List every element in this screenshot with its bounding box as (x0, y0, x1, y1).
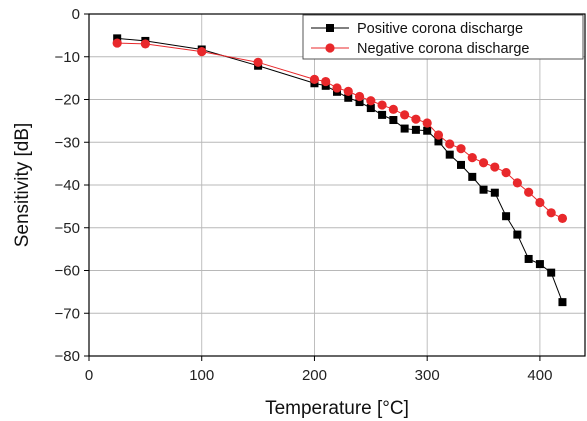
data-point-circle (524, 188, 533, 197)
data-point-square (446, 151, 454, 159)
data-point-circle (468, 153, 477, 162)
data-point-circle (423, 118, 432, 127)
data-point-circle (113, 38, 122, 47)
data-point-circle (513, 178, 522, 187)
data-point-circle (411, 115, 420, 124)
y-tick-label: −50 (55, 220, 80, 237)
ticks-layer: 0 100 200 300 400 0 −10 −20 −30 −40 −50 −60 −70 −80 (55, 6, 553, 384)
x-tick-label: 200 (302, 367, 327, 384)
x-tick-label: 300 (415, 367, 440, 384)
data-point-square (491, 189, 499, 197)
data-point-circle (490, 162, 499, 171)
data-point-circle (389, 105, 398, 114)
data-point-circle (141, 39, 150, 48)
y-tick-label: 0 (72, 6, 80, 23)
data-point-square (412, 126, 420, 134)
data-point-circle (377, 100, 386, 109)
data-point-circle (434, 130, 443, 139)
data-point-circle (479, 158, 488, 167)
y-tick-label: −30 (55, 134, 80, 151)
data-point-square (513, 231, 521, 239)
y-tick-label: −40 (55, 177, 80, 194)
y-tick-label: −70 (55, 305, 80, 322)
data-point-square (401, 125, 409, 133)
y-tick-label: −60 (55, 263, 80, 280)
data-point-circle (310, 75, 319, 84)
x-tick-label: 0 (85, 367, 93, 384)
data-point-circle (355, 92, 364, 101)
x-tick-label: 400 (527, 367, 552, 384)
x-axis-title: Temperature [°C] (265, 398, 409, 419)
data-point-circle (501, 168, 510, 177)
data-point-circle (535, 198, 544, 207)
data-point-square (468, 173, 476, 181)
data-point-square (558, 298, 566, 306)
data-point-square (389, 116, 397, 124)
data-point-square (423, 127, 431, 135)
data-point-square (525, 255, 533, 263)
data-point-circle (366, 96, 375, 105)
legend-label: Positive corona discharge (357, 21, 523, 37)
data-point-circle (547, 208, 556, 217)
data-point-circle (253, 58, 262, 67)
data-point-circle (321, 77, 330, 86)
data-point-circle (400, 110, 409, 119)
legend-marker-circle (325, 43, 334, 52)
data-point-square (502, 212, 510, 220)
y-axis-title: Sensitivity [dB] (12, 123, 33, 248)
data-point-circle (344, 87, 353, 96)
y-tick-label: −10 (55, 49, 80, 66)
legend-marker-square (326, 24, 334, 32)
data-point-square (480, 186, 488, 194)
data-point-square (536, 260, 544, 268)
x-tick-label: 100 (189, 367, 214, 384)
grid-layer (89, 14, 585, 356)
y-tick-label: −20 (55, 92, 80, 109)
data-point-square (547, 269, 555, 277)
data-point-square (457, 161, 465, 169)
data-point-square (378, 111, 386, 119)
y-tick-label: −80 (55, 348, 80, 365)
data-point-circle (445, 139, 454, 148)
legend: Positive corona discharge Negative corona… (303, 15, 583, 59)
data-point-circle (456, 144, 465, 153)
series-layer (113, 34, 567, 306)
data-point-circle (197, 47, 206, 56)
legend-label: Negative corona discharge (357, 41, 530, 57)
data-point-circle (558, 214, 567, 223)
data-point-circle (332, 83, 341, 92)
